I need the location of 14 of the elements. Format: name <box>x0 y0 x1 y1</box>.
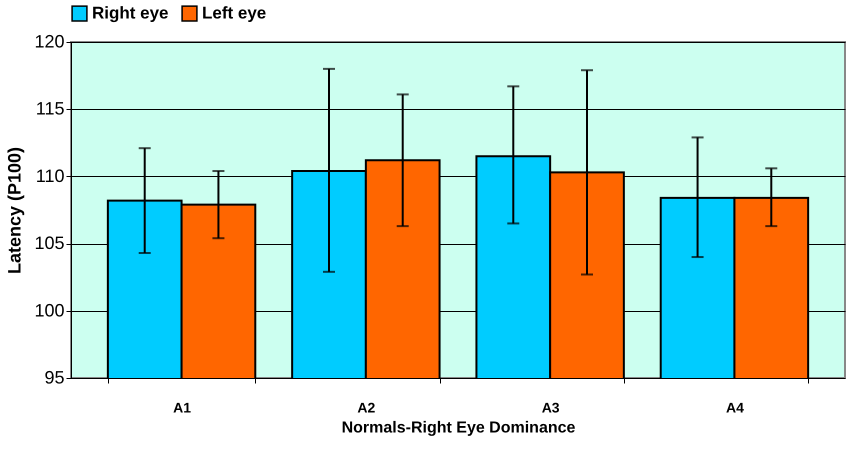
y-tick-label: 100 <box>34 300 64 320</box>
y-tick-label: 105 <box>34 233 64 254</box>
x-axis-title: Normals-Right Eye Dominance <box>342 420 576 436</box>
y-tick-label: 110 <box>36 166 64 186</box>
y-tick-label: 120 <box>34 32 64 52</box>
legend-label: Right eye <box>92 4 169 23</box>
y-axis-title: Latency (P100) <box>4 146 24 274</box>
x-tick-label: A3 <box>542 400 560 416</box>
legend-label: Left eye <box>202 4 266 23</box>
x-tick-label: A4 <box>726 400 744 416</box>
y-tick-label: 95 <box>44 368 64 388</box>
x-tick-label: A1 <box>173 400 192 416</box>
y-tick-label: 115 <box>36 98 64 119</box>
x-tick-label: A2 <box>357 400 376 416</box>
